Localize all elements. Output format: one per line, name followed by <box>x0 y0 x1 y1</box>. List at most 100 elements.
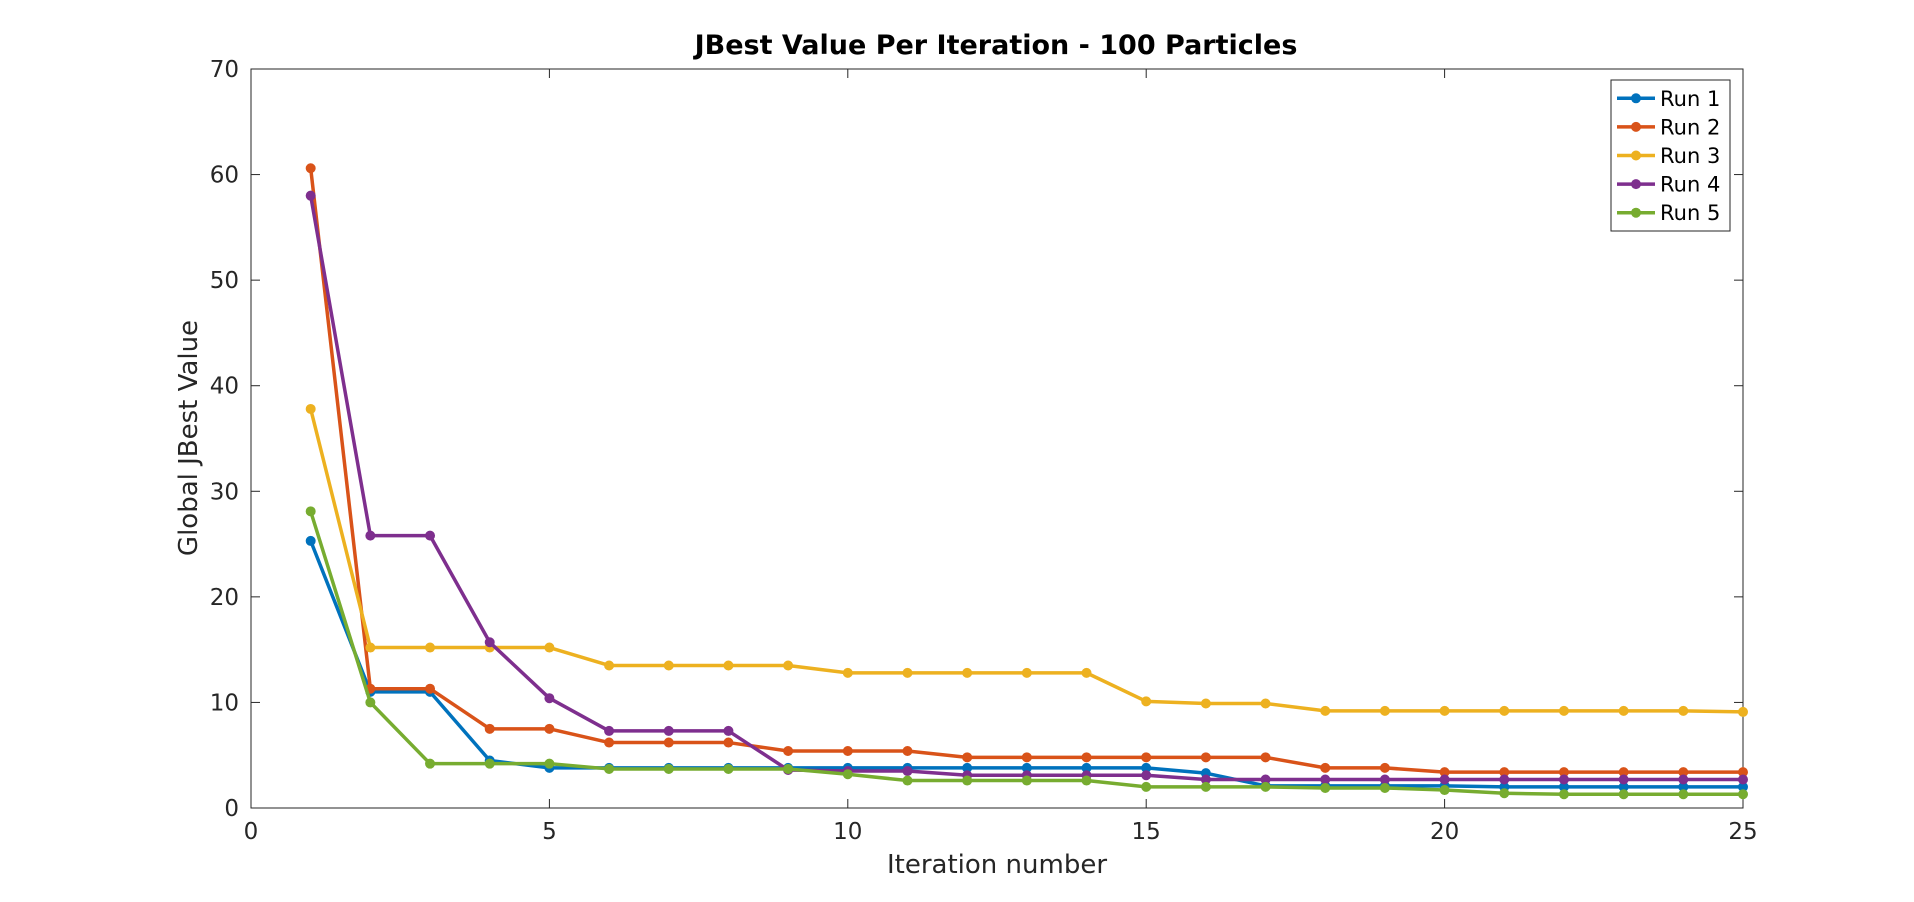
series-2-point <box>425 683 436 694</box>
series-2-point <box>783 745 794 756</box>
legend-swatch-marker <box>1631 150 1641 161</box>
axis-ticks <box>250 68 1744 809</box>
series-5-point <box>842 769 853 780</box>
series-4-point <box>305 190 316 201</box>
x-tick-label-5: 25 <box>1728 819 1757 845</box>
series-3-point <box>1379 705 1390 716</box>
series-4-point <box>1320 774 1331 785</box>
series-3-point <box>1320 705 1331 716</box>
series-5-point <box>1320 782 1331 793</box>
y-tick-label-5: 50 <box>210 268 239 294</box>
legend-label: Run 2 <box>1660 115 1720 139</box>
series-5-point <box>1678 789 1689 800</box>
series-5-point <box>1081 775 1092 786</box>
series-3-point <box>425 642 436 653</box>
legend-label: Run 5 <box>1660 201 1720 225</box>
legend: Run 1 Run 2 Run 3 Run 4 Run 5 <box>1610 79 1731 232</box>
y-tick-label-2: 20 <box>210 585 239 611</box>
series-5-point <box>425 758 436 769</box>
series-3-point <box>842 667 853 678</box>
series-4-point <box>1738 774 1748 785</box>
series-5-point <box>1021 775 1032 786</box>
legend-label: Run 4 <box>1660 173 1720 197</box>
series-3-point <box>544 642 555 653</box>
series-5-point <box>544 758 555 769</box>
series-2-point <box>723 737 734 748</box>
series-5-point <box>783 763 794 774</box>
legend-label: Run 1 <box>1660 87 1720 111</box>
series-3-point <box>1439 705 1450 716</box>
series-4-point <box>1558 774 1569 785</box>
series-3-point <box>783 660 794 671</box>
series-2-point <box>544 723 555 734</box>
series-1-point <box>305 535 316 546</box>
series-5-point <box>1200 781 1211 792</box>
y-tick-label-4: 40 <box>210 374 239 400</box>
series-5-point <box>604 763 615 774</box>
x-tick-label-3: 15 <box>1132 819 1161 845</box>
chart-title: JBest Value Per Iteration - 100 Particle… <box>693 30 1298 61</box>
series-5-point <box>365 697 376 708</box>
y-tick-label-6: 60 <box>210 163 239 189</box>
series-3-point <box>1200 698 1211 709</box>
series-5-point <box>1439 785 1450 796</box>
series-3-point <box>962 667 973 678</box>
series-2-point <box>1141 752 1152 763</box>
x-axis-label: Iteration number <box>887 850 1107 880</box>
series-layer <box>305 163 1748 800</box>
series-4-point <box>365 530 376 541</box>
series-3-point <box>365 642 376 653</box>
series-2-point <box>1081 752 1092 763</box>
series-2-point <box>962 752 973 763</box>
x-tick-label-4: 20 <box>1430 819 1459 845</box>
series-2-point <box>305 163 316 174</box>
series-5-point <box>663 763 674 774</box>
series-4-point <box>663 725 674 736</box>
series-3-point <box>1618 705 1629 716</box>
series-4-point <box>1439 774 1450 785</box>
series-3 <box>305 403 1748 717</box>
series-3-point <box>1141 696 1152 707</box>
series-4-point <box>425 530 436 541</box>
series-3-point <box>1081 667 1092 678</box>
series-3-point <box>305 403 316 414</box>
x-tick-label-0: 0 <box>244 819 259 845</box>
series-4-point <box>484 637 495 648</box>
series-4-point <box>544 693 555 704</box>
series-3-point <box>663 660 674 671</box>
legend-item: Run 5 <box>1617 201 1720 225</box>
legend-swatch-marker <box>1631 179 1641 190</box>
series-4-point <box>1678 774 1689 785</box>
series-5-point <box>1618 789 1629 800</box>
legend-label: Run 3 <box>1660 144 1720 168</box>
legend-swatch-marker <box>1631 121 1641 132</box>
series-5-point <box>1738 789 1748 800</box>
series-3-point <box>723 660 734 671</box>
legend-item: Run 4 <box>1617 173 1720 197</box>
series-3-point <box>1021 667 1032 678</box>
y-tick-label-1: 10 <box>210 690 239 716</box>
series-4-point <box>1618 774 1629 785</box>
series-3-point <box>1678 705 1689 716</box>
series-2-point <box>902 745 913 756</box>
series-5 <box>305 506 1748 800</box>
series-2-point <box>1320 762 1331 773</box>
y-axis-label: Global JBest Value <box>174 320 204 556</box>
axis-tick-labels: 0 5 10 15 20 25 0 10 20 30 40 50 60 70 <box>210 57 1758 845</box>
series-3-point <box>1260 698 1271 709</box>
series-5-point <box>1379 782 1390 793</box>
series-4-point <box>604 725 615 736</box>
series-3-point <box>1738 706 1748 717</box>
series-4-point <box>1379 774 1390 785</box>
series-5-point <box>1558 789 1569 800</box>
series-5-point <box>1499 788 1510 799</box>
y-tick-label-7: 70 <box>210 57 239 83</box>
legend-swatch-marker <box>1631 207 1641 218</box>
series-2-point <box>604 737 615 748</box>
series-5-point <box>723 763 734 774</box>
series-3-point <box>604 660 615 671</box>
series-4-point <box>1499 774 1510 785</box>
series-2-point <box>663 737 674 748</box>
series-5-point <box>305 506 316 517</box>
